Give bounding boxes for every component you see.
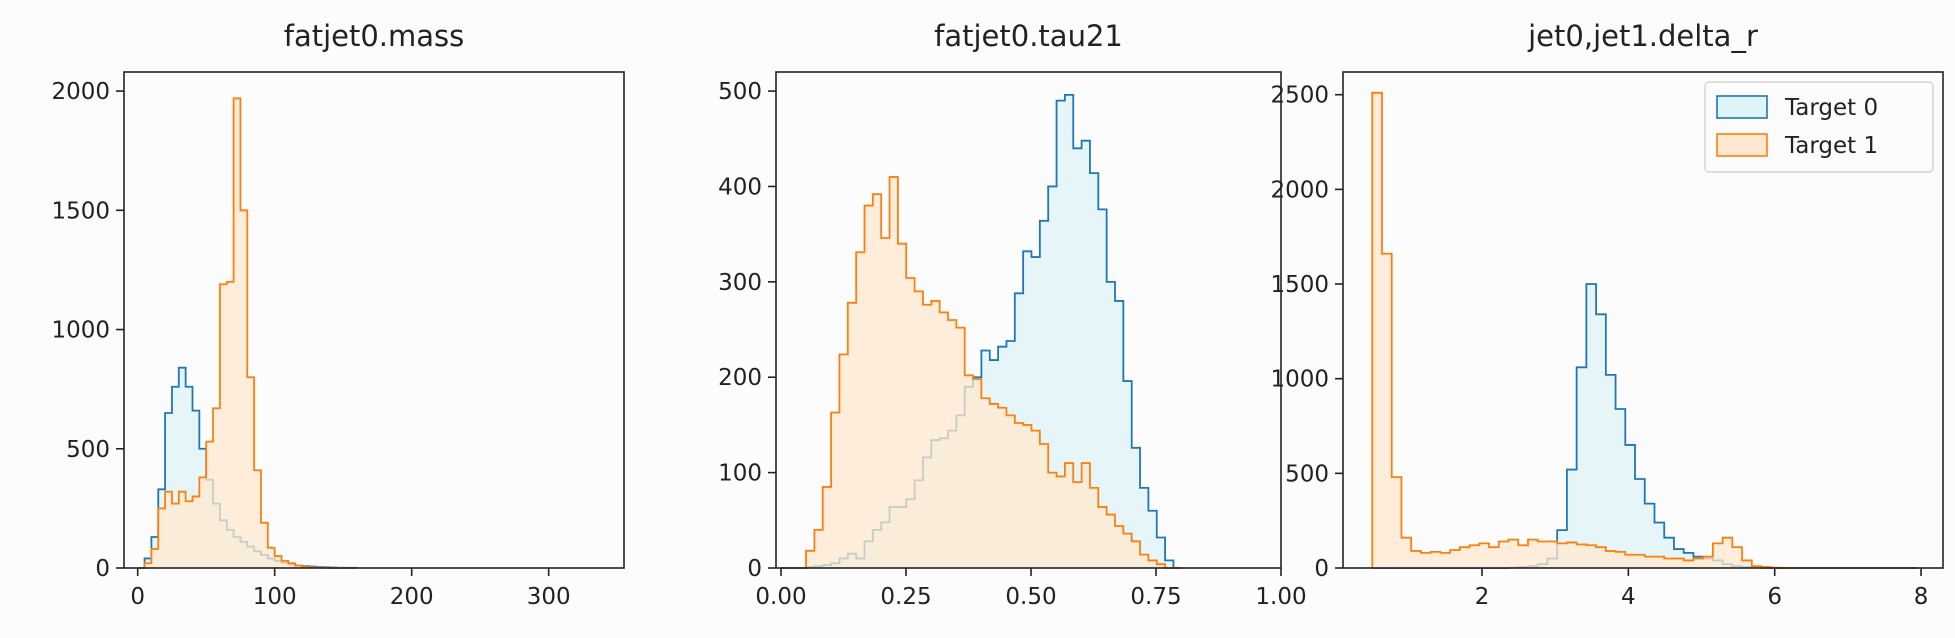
x-tick-label: 1.00: [1255, 584, 1306, 610]
y-tick-label: 2500: [1270, 83, 1329, 109]
y-tick-label: 300: [718, 270, 762, 296]
x-tick-label: 0.00: [755, 584, 806, 610]
histogram-series-group: [781, 93, 1182, 569]
x-tick-label: 0.75: [1130, 584, 1181, 610]
x-tick-label: 0.25: [880, 584, 931, 610]
x-axis: 2 4 6 8: [1475, 568, 1929, 610]
x-axis: 0.00 0.25 0.50 0.75 1.00: [755, 568, 1307, 610]
x-tick-label: 0.50: [1005, 584, 1056, 610]
panel-title: fatjet0.tau21: [934, 19, 1123, 53]
x-tick-label: 200: [390, 584, 434, 610]
legend-label-target-0: Target 0: [1784, 95, 1878, 121]
x-tick-label: 8: [1914, 584, 1929, 610]
y-tick-label: 2000: [1270, 177, 1329, 203]
legend: Target 0 Target 1: [1704, 81, 1934, 173]
histogram-fill-target-0: [781, 94, 1182, 568]
y-tick-label: 2000: [51, 79, 110, 105]
x-tick-label: 4: [1621, 584, 1636, 610]
histogram-line-target-1: [781, 176, 1182, 569]
y-tick-label: 500: [718, 79, 762, 105]
x-tick-label: 0: [130, 584, 145, 610]
y-tick-label: 400: [718, 174, 762, 200]
legend-swatch-target-1: [1716, 133, 1768, 157]
legend-swatch-target-0: [1716, 95, 1768, 119]
x-tick-label: 2: [1475, 584, 1490, 610]
histogram-fill-target-1: [137, 98, 357, 568]
y-tick-label: 500: [66, 437, 110, 463]
legend-label-target-1: Target 1: [1784, 133, 1878, 159]
panel-fatjet0-mass: fatjet0.mass 0 100 200 300 0 500 1000 1500 2000: [51, 19, 625, 610]
y-axis: 0 500 1000 1500 2000 2500: [1270, 83, 1343, 582]
y-axis: 0 100 200 300 400 500: [718, 79, 776, 582]
y-tick-label: 1500: [1270, 272, 1329, 298]
y-tick-label: 1000: [1270, 367, 1329, 393]
panel-title: fatjet0.mass: [284, 19, 465, 53]
x-tick-label: 300: [527, 584, 571, 610]
panel-fatjet0-tau21: fatjet0.tau21 0.00 0.25 0.50 0.75 1.00 0 100 2…: [718, 19, 1307, 610]
axes-frame: [123, 71, 625, 569]
x-tick-label: 100: [253, 584, 297, 610]
axes-frame: [775, 71, 1282, 569]
x-tick-label: 6: [1767, 584, 1782, 610]
histogram-fill-target-0: [1372, 284, 1918, 568]
y-tick-label: 1500: [51, 198, 110, 224]
y-tick-label: 100: [718, 461, 762, 487]
y-tick-label: 0: [747, 556, 762, 582]
axes-frame: [1342, 71, 1944, 569]
y-tick-label: 500: [1285, 461, 1329, 487]
panel-title: jet0,jet1.delta_r: [1527, 19, 1758, 53]
y-tick-label: 0: [1314, 556, 1329, 582]
y-tick-label: 200: [718, 365, 762, 391]
y-axis: 0 500 1000 1500 2000: [51, 79, 124, 582]
y-tick-label: 0: [95, 556, 110, 582]
y-tick-label: 1000: [51, 318, 110, 344]
x-axis: 0 100 200 300: [130, 568, 571, 610]
panel-jet0-jet1-delta-r: jet0,jet1.delta_r 2 4 6 8 0 500 1000 1500 2000 2…: [1270, 19, 1944, 610]
